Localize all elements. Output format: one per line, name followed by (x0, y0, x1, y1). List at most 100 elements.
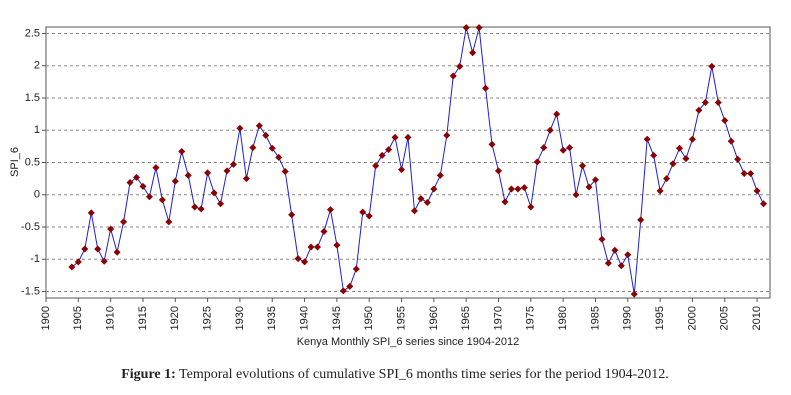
data-point (365, 212, 373, 220)
data-point (126, 179, 134, 187)
data-point (559, 146, 567, 154)
data-point (139, 182, 147, 190)
x-tick-label: 1945 (331, 306, 343, 330)
data-point (436, 171, 444, 179)
x-tick-label: 1910 (105, 306, 117, 330)
data-point (262, 131, 270, 139)
data-point (359, 208, 367, 216)
data-point (326, 206, 334, 214)
data-point (630, 290, 638, 298)
data-point (688, 135, 696, 143)
data-point (591, 176, 599, 184)
x-tick-label: 1905 (72, 306, 84, 330)
y-axis-label: SPI_6 (9, 147, 21, 177)
data-point (753, 187, 761, 195)
data-point (708, 62, 716, 70)
x-tick-label: 1980 (557, 306, 569, 330)
data-point (747, 169, 755, 177)
data-point (643, 135, 651, 143)
data-point (346, 282, 354, 290)
data-point (165, 218, 173, 226)
data-point (527, 203, 535, 211)
data-point (378, 151, 386, 159)
caption: Figure 1: Temporal evolutions of cumulat… (121, 367, 669, 382)
data-point (178, 148, 186, 156)
data-point (514, 185, 522, 193)
data-point (152, 164, 160, 172)
y-tick-label: 2 (34, 60, 40, 72)
data-point (482, 84, 490, 92)
data-point (501, 198, 509, 206)
y-tick-label: -0.5 (21, 221, 40, 233)
caption-label: Figure 1: (121, 367, 176, 382)
x-tick-label: 1955 (395, 306, 407, 330)
data-point (87, 209, 95, 217)
y-tick-label: 1 (34, 124, 40, 136)
data-point (281, 168, 289, 176)
data-point (585, 183, 593, 191)
data-point (294, 255, 302, 263)
data-point (268, 144, 276, 152)
data-point (398, 166, 406, 174)
data-point (579, 162, 587, 170)
y-tick-label: 1.5 (25, 92, 40, 104)
data-point (339, 287, 347, 295)
data-point (68, 263, 76, 271)
y-tick-label: 0.5 (25, 156, 40, 168)
data-point (333, 241, 341, 249)
data-point (462, 24, 470, 32)
data-point (288, 211, 296, 219)
data-point (133, 173, 140, 181)
data-point (94, 245, 102, 253)
x-tick-label: 1960 (428, 306, 440, 330)
data-point (676, 144, 683, 152)
data-point (449, 72, 457, 80)
data-point (475, 24, 483, 32)
data-point (184, 171, 192, 179)
data-point (320, 228, 328, 236)
data-point (255, 122, 263, 130)
data-point (488, 140, 496, 148)
x-tick-label: 1990 (622, 306, 634, 330)
data-point (650, 151, 658, 159)
data-point (171, 177, 179, 185)
data-point (391, 133, 399, 141)
data-point (721, 117, 729, 125)
data-point (540, 144, 548, 152)
data-point (191, 203, 199, 211)
x-tick-label: 1995 (654, 306, 666, 330)
caption-text: Temporal evolutions of cumulative SPI_6 … (179, 367, 669, 382)
data-point (229, 160, 237, 168)
x-tick-label: 1930 (234, 306, 246, 330)
x-axis-label: Kenya Monthly SPI_6 series since 1904-20… (297, 336, 520, 348)
data-point (469, 49, 477, 57)
data-point (249, 144, 257, 152)
data-point (443, 131, 451, 139)
data-point (81, 245, 89, 253)
data-point (617, 262, 625, 270)
data-point (404, 133, 412, 141)
x-tick-label: 1985 (589, 306, 601, 330)
data-point (217, 200, 225, 208)
data-point (275, 153, 283, 161)
data-point (120, 218, 128, 226)
data-point (352, 265, 360, 273)
data-point (533, 158, 541, 166)
data-point (637, 216, 645, 224)
data-point (236, 124, 244, 132)
y-tick-label: -1.5 (21, 285, 40, 297)
data-point (507, 185, 515, 193)
x-tick-label: 2000 (686, 306, 698, 330)
data-point (197, 205, 205, 213)
series-line (71, 27, 764, 295)
data-point (663, 175, 671, 183)
data-point (669, 160, 677, 168)
data-point (223, 167, 231, 175)
y-tick-label: 0 (34, 189, 40, 201)
data-point (100, 257, 108, 265)
y-tick-label: 2.5 (25, 27, 40, 39)
data-point (430, 185, 438, 193)
data-point (385, 146, 393, 154)
data-point (158, 196, 166, 204)
